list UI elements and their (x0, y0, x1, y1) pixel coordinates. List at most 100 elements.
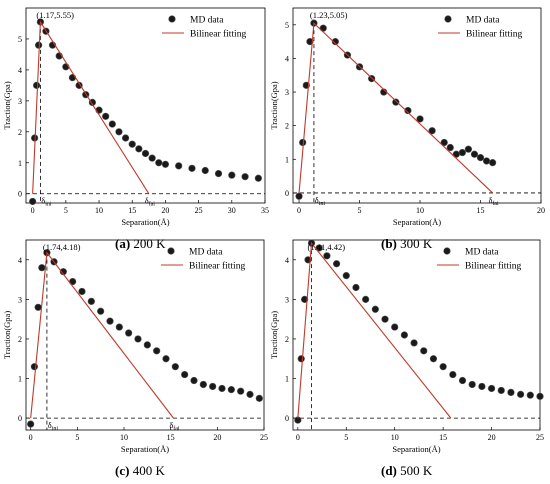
peak-label: (1.17,5.55) (36, 10, 74, 20)
y-axis-label: Traction(Gpa) (269, 311, 279, 359)
md-data-point (458, 376, 467, 385)
legend-md-marker (443, 247, 451, 255)
md-data-point (332, 260, 341, 268)
md-data-point (470, 150, 479, 158)
md-data-point (38, 264, 46, 272)
md-data-point (352, 283, 360, 292)
peak-label: (1.41,4.42) (308, 242, 346, 252)
md-data-point (507, 388, 515, 396)
md-data-point (125, 329, 133, 337)
md-data-point (78, 287, 86, 296)
delta-fai-label: δfai (145, 197, 155, 208)
bilinear-fit-line (30, 251, 174, 419)
md-data-point (241, 173, 249, 181)
caption-a-id: (a) (115, 236, 131, 251)
md-data-point (143, 341, 151, 349)
caption-c-text: 400 K (129, 463, 165, 478)
md-data-point (218, 384, 226, 393)
chart-panel-a: 0 5 10 15 20 25 30 35 0 1 2 3 4 5 Separation(Å) Tractio… (2, 7, 269, 227)
legend-md-label: MD data (465, 248, 499, 258)
md-data-point (30, 363, 39, 371)
md-data-point (153, 347, 161, 355)
md-data-point (301, 295, 309, 303)
md-data-point (440, 138, 448, 147)
x-tick-label: 15 (439, 433, 447, 442)
x-axis-label: Separation(Å) (121, 217, 169, 227)
md-data-point (254, 174, 262, 182)
md-data-point (181, 370, 189, 379)
x-tick-label: 10 (416, 206, 424, 215)
y-tick-label: 0 (18, 190, 22, 199)
md-data-point (162, 355, 170, 363)
caption-c-id: (c) (115, 463, 130, 478)
md-data-point (115, 323, 123, 331)
x-axis-label: Separation(Å) (392, 444, 440, 454)
delta-fai-label: δfai (169, 421, 179, 432)
plot-frame (25, 239, 265, 431)
peak-label: (1.23,5.05) (310, 10, 348, 20)
x-tick-label: 0 (297, 206, 301, 215)
md-data-point (497, 386, 505, 395)
x-tick-label: 30 (228, 206, 236, 215)
md-data-point (108, 120, 116, 128)
y-axis-label: Traction(Gpa) (269, 81, 279, 129)
md-data-point (27, 420, 35, 428)
md-data-point (478, 382, 486, 391)
legend-md-label: MD data (466, 16, 500, 26)
md-data-point (171, 363, 179, 371)
y-tick-label: 2 (285, 122, 289, 131)
delta-ini-label: δini (48, 421, 58, 432)
x-tick-label: 20 (161, 206, 169, 215)
legend-md-label: MD data (190, 16, 224, 26)
y-tick-label: 1 (285, 155, 289, 164)
legend-fit-label: Bilinear fitting (466, 29, 522, 40)
md-data-point (255, 394, 263, 402)
chart-panel-d: 0 5 10 15 20 25 0 1 2 3 4 Separation(Å) Traction(Gpa… (269, 239, 544, 454)
caption-d: (d) 500 K (381, 463, 432, 479)
md-data-point (121, 134, 130, 142)
md-data-point (87, 297, 95, 305)
md-data-point (237, 387, 245, 395)
md-data-point (29, 197, 37, 206)
md-data-point (381, 315, 389, 323)
md-data-point (141, 149, 150, 158)
y-tick-label: 5 (285, 21, 289, 30)
y-tick-label: 3 (285, 88, 289, 97)
x-tick-label: 20 (213, 433, 221, 442)
caption-b-id: (b) (381, 236, 397, 251)
y-tick-label: 1 (18, 159, 22, 168)
md-data-point (400, 331, 408, 339)
md-data-point (536, 392, 544, 400)
caption-d-id: (d) (381, 463, 397, 478)
md-data-point (34, 303, 42, 311)
md-data-point (33, 81, 41, 89)
x-tick-label: 10 (391, 433, 399, 442)
plot-frame (25, 7, 266, 204)
y-tick-label: 5 (18, 35, 22, 44)
md-data-point (416, 115, 424, 123)
md-data-point (429, 355, 438, 363)
y-tick-label: 4 (18, 66, 22, 75)
bilinear-fit-line (32, 20, 150, 195)
md-data-point (449, 370, 457, 379)
md-data-point (404, 106, 412, 115)
x-tick-label: 15 (167, 433, 175, 442)
caption-b: (b) 300 K (381, 236, 432, 252)
md-data-point (391, 323, 399, 331)
md-data-point (75, 81, 83, 89)
y-tick-label: 4 (285, 256, 289, 265)
chart-panel-b: 0 5 10 15 20 0 1 2 3 4 5 Separation(Å) Traction(Gpa)… (269, 7, 545, 227)
y-tick-label: 0 (285, 189, 289, 198)
md-data-point (190, 376, 198, 385)
md-data-point (134, 335, 142, 343)
x-axis-label: Separation(Å) (121, 444, 169, 454)
y-tick-label: 1 (18, 375, 22, 384)
md-data-point (420, 347, 428, 355)
x-tick-label: 15 (128, 206, 136, 215)
plot-frame (292, 239, 541, 431)
x-tick-label: 10 (120, 433, 128, 442)
md-data-point (214, 169, 223, 178)
x-tick-label: 5 (64, 206, 68, 215)
md-data-point (299, 138, 307, 147)
